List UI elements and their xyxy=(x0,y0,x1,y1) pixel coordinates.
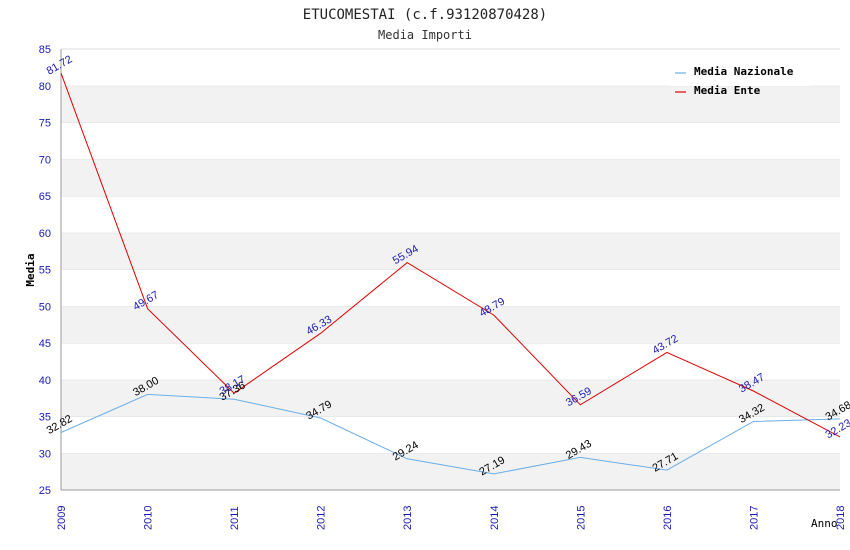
x-tick-label: 2017 xyxy=(748,506,760,530)
x-tick-label: 2009 xyxy=(56,506,68,530)
grid-band xyxy=(61,269,840,307)
chart-title: ETUCOMESTAI (c.f.93120870428) xyxy=(303,7,547,23)
y-tick-label: 45 xyxy=(39,338,51,350)
y-tick-label: 55 xyxy=(39,265,51,277)
grid-band xyxy=(61,306,840,343)
series-line-media-ente xyxy=(60,72,841,438)
x-tick-label: 2015 xyxy=(575,506,587,530)
grid-band xyxy=(61,343,840,380)
grid-band xyxy=(61,379,840,417)
grid-band xyxy=(61,122,840,160)
y-axis-label: Media xyxy=(24,253,37,286)
grid-band xyxy=(61,232,840,270)
grid-band xyxy=(61,416,840,454)
y-tick-labels: 25 30 35 40 45 50 55 60 65 70 75 80 85 xyxy=(39,44,51,497)
y-tick-label: 25 xyxy=(39,485,51,497)
series-line-media-nazionale xyxy=(60,393,841,475)
x-tick-label: 2010 xyxy=(143,506,155,530)
y-tick-label: 30 xyxy=(39,448,51,460)
legend-label-media-nazionale: Media Nazionale xyxy=(694,65,794,78)
y-tick-label: 40 xyxy=(39,375,51,387)
y-tick-label: 65 xyxy=(39,191,51,203)
x-tick-label: 2018 xyxy=(835,506,847,530)
y-tick-label: 60 xyxy=(39,228,51,240)
y-tick-label: 50 xyxy=(39,301,51,313)
legend-label-media-ente: Media Ente xyxy=(694,84,761,97)
x-axis-label: Anno xyxy=(811,517,838,530)
grid-band xyxy=(61,159,840,196)
series-lines xyxy=(60,72,841,475)
y-tick-label: 80 xyxy=(39,81,51,93)
grid-band xyxy=(61,85,840,123)
y-tick-label: 70 xyxy=(39,154,51,166)
x-tick-label: 2011 xyxy=(229,506,241,530)
x-tick-label: 2016 xyxy=(662,506,674,530)
y-tick-label: 85 xyxy=(39,44,51,56)
x-tick-label: 2014 xyxy=(489,506,501,530)
grid-band xyxy=(61,196,840,233)
grid-band xyxy=(61,453,840,490)
legend: Media Nazionale Media Ente xyxy=(670,60,810,97)
x-tick-labels: 2009 2010 2011 2012 2013 2014 2015 2016 2017 2018 xyxy=(56,506,847,530)
y-tick-label: 35 xyxy=(39,412,51,424)
legend-box xyxy=(670,60,810,86)
x-tick-label: 2012 xyxy=(316,506,328,530)
y-tick-label: 75 xyxy=(39,118,51,130)
x-tick-label: 2013 xyxy=(402,506,414,530)
chart-subtitle: Media Importi xyxy=(378,28,472,42)
grid-bands xyxy=(61,48,840,490)
